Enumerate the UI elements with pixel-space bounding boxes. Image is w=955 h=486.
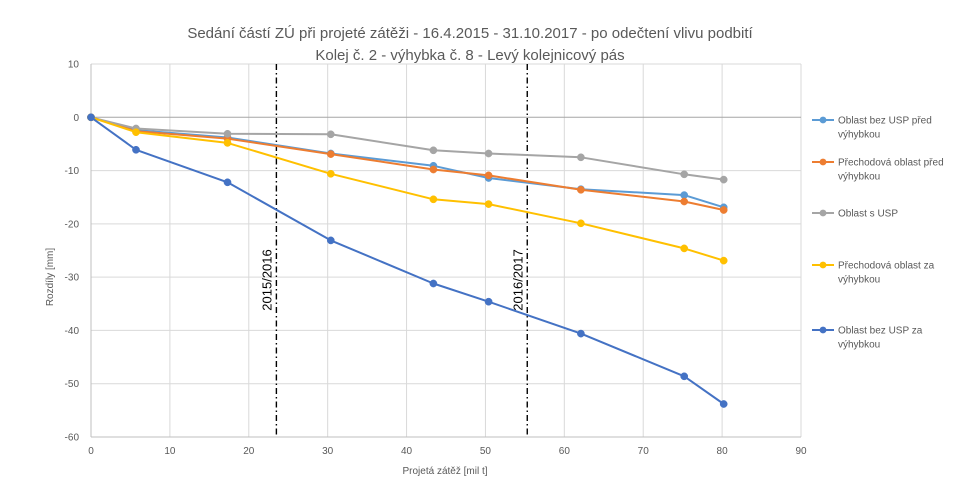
legend-entry: Oblast bez USP před výhybkou — [812, 116, 932, 141]
period-label: 2015/2016 — [259, 249, 274, 310]
data-point — [577, 185, 585, 194]
y-axis-title: Rozdíly [mm] — [45, 248, 56, 307]
legend-label: Přechodová oblast za výhybkou — [838, 261, 935, 286]
series-group — [87, 113, 728, 184]
x-tick-label: 20 — [243, 446, 255, 457]
legend-swatch-marker — [819, 326, 827, 334]
data-point — [223, 139, 232, 147]
legend-entry: Oblast bez USP za výhybkou — [812, 326, 923, 351]
series-line — [90, 116, 724, 262]
period-label: 2016/2017 — [510, 249, 525, 310]
y-tick-label: -60 — [65, 433, 80, 444]
x-tick-label: 10 — [164, 446, 176, 457]
y-tick-label: 0 — [73, 113, 79, 124]
legend: Oblast bez USP před výhybkou Přechodová ob… — [812, 116, 944, 351]
data-point — [326, 150, 335, 158]
series-group — [87, 113, 728, 214]
legend-swatch-marker — [819, 261, 827, 269]
data-point — [484, 171, 493, 180]
data-point — [577, 219, 585, 228]
legend-entry: Přechodová oblast před výhybkou — [812, 158, 944, 183]
data-point — [719, 175, 728, 184]
y-tick-label: -40 — [65, 326, 80, 337]
legend-swatch-marker — [819, 158, 827, 166]
series-lines — [87, 113, 728, 408]
legend-entry: Oblast s USP — [812, 209, 898, 220]
data-point — [719, 256, 728, 265]
y-tick-label: -50 — [65, 379, 80, 390]
x-tick-label: 70 — [638, 446, 650, 457]
y-tick-label: -30 — [65, 273, 80, 284]
data-point — [429, 195, 438, 204]
data-point — [132, 128, 140, 137]
x-tick-label: 0 — [88, 446, 94, 457]
period-markers: 2015/2016 2016/2017 — [259, 64, 528, 437]
x-tick-label: 50 — [480, 446, 492, 457]
data-point — [429, 279, 438, 288]
y-tick-label: 10 — [68, 60, 80, 71]
data-point — [680, 197, 689, 206]
y-tick-label: -20 — [65, 219, 80, 230]
legend-label: Oblast s USP — [838, 209, 898, 220]
data-point — [484, 149, 493, 158]
x-tick-label: 40 — [401, 446, 413, 457]
data-point — [577, 329, 585, 338]
legend-label: Oblast bez USP před výhybkou — [838, 116, 932, 141]
chart-subtitle: Kolej č. 2 - výhybka č. 8 - Levý kolejni… — [315, 47, 624, 64]
data-point — [719, 400, 728, 408]
data-point — [484, 200, 493, 208]
legend-swatch-marker — [819, 116, 827, 124]
axes: 10 0 -10 -20 -30 -40 -50 -60 0 10 20 30 40 50 60 70 80 90 — [65, 60, 807, 458]
x-axis-title: Projetá zátěž [mil t] — [402, 466, 487, 477]
data-point — [719, 206, 728, 214]
series-line — [90, 116, 725, 405]
data-point — [326, 169, 335, 178]
data-point — [429, 165, 438, 174]
x-tick-label: 90 — [795, 446, 807, 457]
data-point — [326, 130, 335, 139]
data-point — [223, 129, 232, 138]
data-point — [680, 191, 689, 199]
x-tick-label: 80 — [717, 446, 729, 457]
data-point — [484, 297, 493, 306]
legend-label: Oblast bez USP za výhybkou — [838, 326, 923, 351]
legend-swatch-marker — [819, 209, 827, 217]
data-point — [680, 244, 689, 253]
series-group — [87, 113, 728, 408]
data-point — [223, 178, 232, 187]
chart-title: Sedání částí ZÚ při projeté zátěži - 16.… — [187, 25, 753, 42]
data-point — [326, 236, 335, 245]
data-point — [429, 146, 438, 155]
x-tick-label: 30 — [322, 446, 334, 457]
data-point — [132, 145, 140, 154]
data-point — [87, 113, 95, 122]
data-point — [680, 372, 689, 381]
legend-label: Přechodová oblast před výhybkou — [838, 158, 944, 183]
gridlines — [91, 63, 802, 437]
x-tick-label: 60 — [559, 446, 571, 457]
series-group — [87, 113, 728, 265]
data-point — [577, 153, 585, 162]
legend-entry: Přechodová oblast za výhybkou — [812, 261, 935, 286]
y-tick-label: -10 — [65, 166, 80, 177]
data-point — [680, 170, 689, 179]
